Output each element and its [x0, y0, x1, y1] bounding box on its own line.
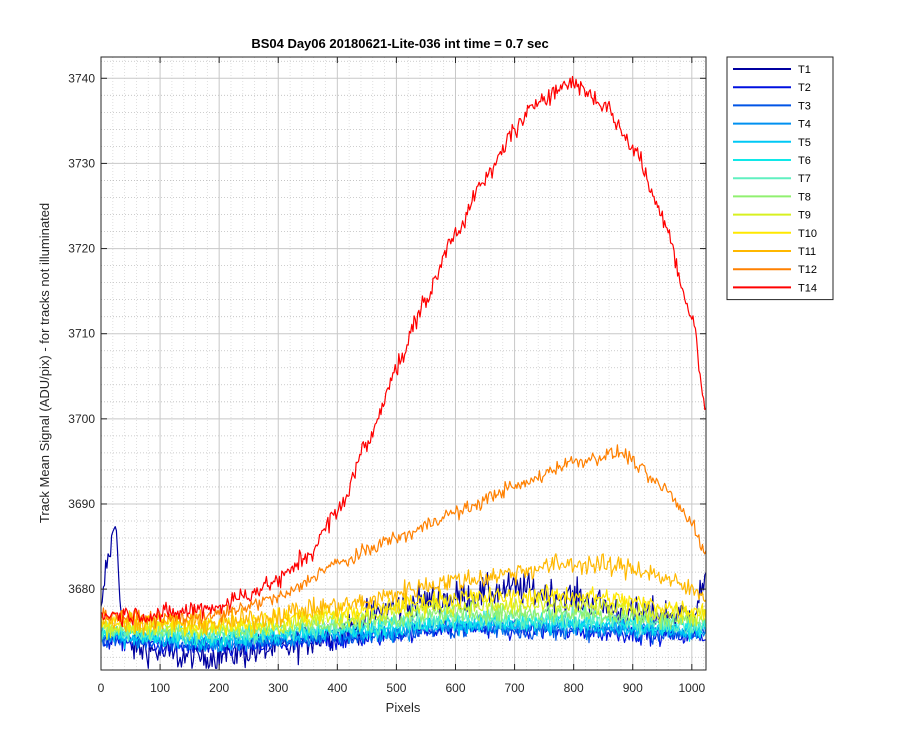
y-tick-label: 3720 — [68, 242, 95, 256]
legend-label-t14: T14 — [798, 282, 817, 294]
x-tick-label: 1000 — [678, 681, 705, 695]
series-line-t11 — [100, 553, 707, 636]
minor-grid — [101, 57, 706, 670]
y-tick-label: 3700 — [68, 412, 95, 426]
legend-label-t5: T5 — [798, 137, 811, 149]
series-line-t12 — [100, 444, 707, 629]
legend-label-t8: T8 — [798, 191, 811, 203]
y-tick-label: 3680 — [68, 582, 95, 596]
x-tick-label: 600 — [445, 681, 465, 695]
chart-title: BS04 Day06 20180621-Lite-036 int time = … — [251, 36, 548, 51]
y-tick-label: 3690 — [68, 497, 95, 511]
x-axis-label: Pixels — [386, 700, 421, 715]
y-axis-label: Track Mean Signal (ADU/pix) - for tracks… — [37, 203, 52, 523]
major-grid — [100, 57, 706, 670]
x-tick-label: 900 — [623, 681, 643, 695]
y-tick-label: 3730 — [68, 156, 95, 170]
x-tick-label: 800 — [564, 681, 584, 695]
legend: T1 T2 T3 T4 T5 T6 T7 T8 T9 T10 T11 T12 T14 — [726, 56, 834, 301]
legend-label-t1: T1 — [798, 64, 811, 76]
x-tick-label: 0 — [98, 681, 105, 695]
legend-label-t4: T4 — [798, 119, 811, 131]
y-axis-ticks: 3680 3690 3700 3710 3720 3730 3740 — [68, 71, 706, 596]
legend-label-t11: T11 — [798, 246, 816, 258]
series-line-t14 — [100, 75, 707, 628]
legend-label-t2: T2 — [798, 82, 811, 94]
legend-label-t12: T12 — [798, 264, 817, 276]
legend-label-t9: T9 — [798, 210, 811, 222]
y-tick-label: 3710 — [68, 327, 95, 341]
x-tick-label: 500 — [386, 681, 406, 695]
x-tick-label: 200 — [209, 681, 229, 695]
legend-label-t7: T7 — [798, 173, 811, 185]
series-layer — [100, 75, 707, 669]
x-axis-ticks: 0 100 200 300 400 500 600 700 800 900 1000 — [98, 57, 705, 695]
x-tick-label: 100 — [150, 681, 170, 695]
y-tick-label: 3740 — [68, 71, 95, 85]
x-tick-label: 300 — [268, 681, 288, 695]
legend-label-t10: T10 — [798, 228, 817, 240]
plot-area — [101, 57, 706, 670]
legend-label-t3: T3 — [798, 100, 811, 112]
x-tick-label: 700 — [505, 681, 525, 695]
legend-label-t6: T6 — [798, 155, 811, 167]
x-tick-label: 400 — [327, 681, 347, 695]
plot-border — [100, 56, 707, 671]
